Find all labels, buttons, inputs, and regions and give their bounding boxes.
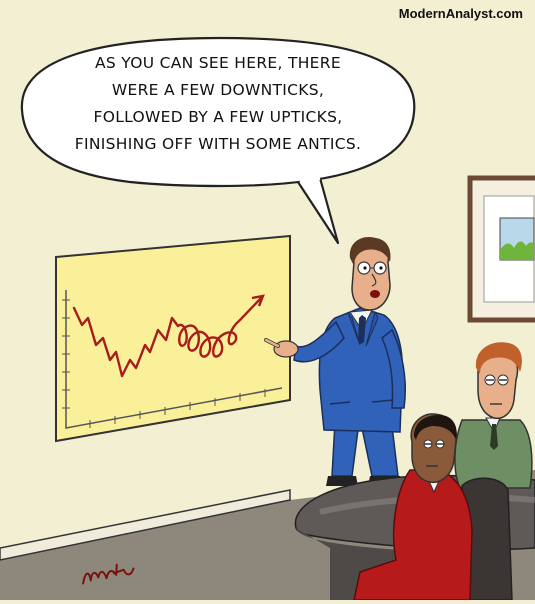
wall-picture — [467, 175, 535, 323]
caption-line: WERE A FEW DOWNTICKS, — [111, 81, 325, 99]
signature — [82, 563, 135, 585]
listener-green — [454, 342, 533, 489]
caption-line: FINISHING OFF WITH SOME ANTICS. — [74, 135, 362, 153]
baseboard — [0, 489, 291, 561]
listener-red — [353, 413, 513, 601]
presenter — [264, 236, 406, 486]
arrow-head — [251, 294, 265, 307]
chart-board — [55, 234, 291, 443]
caption-line: AS YOU CAN SEE HERE, THERE — [95, 54, 341, 72]
speech-bubble — [20, 36, 416, 245]
speech-bubble-text: AS YOU CAN SEE HERE, THERE WERE A FEW DO… — [38, 50, 398, 158]
chart-line — [72, 295, 264, 378]
site-label: ModernAnalyst.com — [398, 6, 523, 21]
caption-line: FOLLOWED BY A FEW UPTICKS, — [93, 108, 343, 126]
chair — [461, 477, 513, 601]
